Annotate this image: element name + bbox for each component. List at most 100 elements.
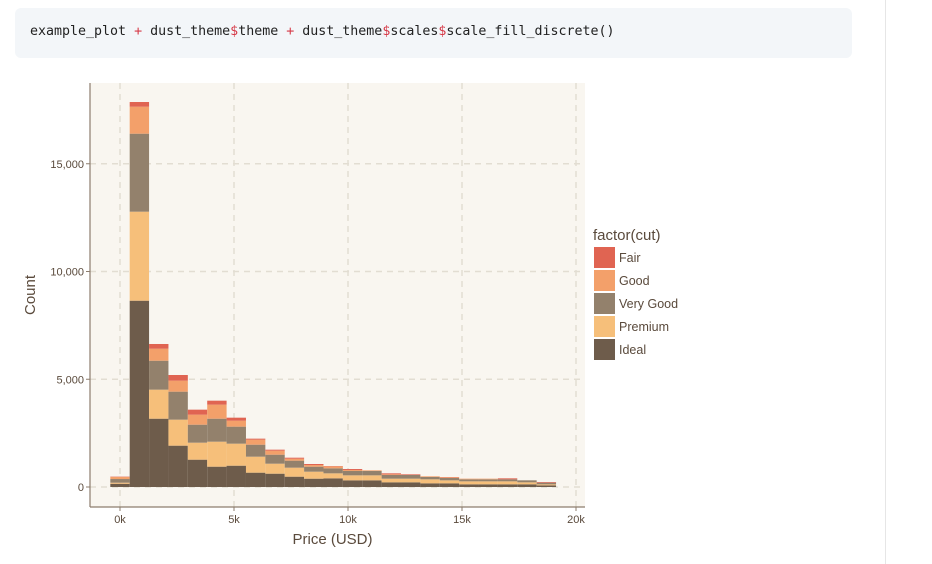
bar-segment-ideal	[129, 300, 150, 487]
bar-segment-very-good	[401, 474, 421, 479]
bar-segment-good	[168, 380, 188, 392]
bar-segment-ideal	[420, 483, 440, 487]
bar-segment-very-good	[265, 454, 285, 464]
bar-segment-very-good	[245, 444, 266, 457]
y-tick-label: 15,000	[50, 159, 84, 171]
bar-segment-ideal	[497, 484, 518, 487]
bar-segment-very-good	[381, 474, 402, 479]
bar-segment-premium	[129, 211, 150, 301]
code-block: example_plot + dust_theme$theme + dust_t…	[15, 8, 852, 58]
bar-segment-premium	[401, 478, 421, 483]
bar-segment-fair	[149, 343, 169, 349]
bar-segment-good	[245, 439, 266, 445]
bar-segment-fair	[536, 482, 557, 483]
bar-segment-premium	[478, 481, 498, 485]
bar-segment-very-good	[323, 468, 343, 474]
legend-swatch-fair	[594, 247, 615, 268]
bar-segment-ideal	[207, 466, 227, 487]
bar-segment-ideal	[362, 480, 382, 487]
bar-segment-fair	[187, 409, 208, 415]
code-token: dust_theme	[302, 24, 383, 39]
bar-segment-premium	[497, 481, 518, 485]
bar-segment-premium	[323, 473, 343, 479]
code-operator: $	[230, 24, 239, 39]
bar-segment-premium	[187, 442, 208, 460]
bar-segment-very-good	[342, 471, 363, 476]
bar-segment-good	[304, 465, 324, 467]
bar-segment-fair	[284, 457, 305, 459]
bar-segment-good	[478, 478, 498, 480]
bar-segment-good	[362, 470, 382, 472]
x-axis-title: Price (USD)	[292, 531, 372, 548]
bar-segment-ideal	[536, 485, 557, 487]
bar-segment-good	[187, 414, 208, 425]
bar-segment-fair	[245, 438, 266, 440]
bar-segment-ideal	[149, 418, 169, 487]
bar-segment-very-good	[478, 479, 498, 482]
bar-segment-ideal	[439, 483, 460, 487]
bar-segment-ideal	[401, 482, 421, 487]
bar-segment-premium	[110, 482, 130, 484]
code-operator: +	[126, 24, 151, 39]
bar-segment-very-good	[420, 477, 440, 480]
bar-segment-good	[420, 476, 440, 478]
bar-segment-good	[207, 404, 227, 419]
bar-segment-premium	[168, 419, 188, 446]
legend-title: factor(cut)	[593, 227, 661, 244]
bar-segment-good	[226, 420, 246, 427]
bar-segment-good	[149, 348, 169, 361]
bar-segment-fair	[342, 469, 363, 471]
legend-swatch-good	[594, 270, 615, 291]
bar-segment-premium	[362, 475, 382, 481]
bar-segment-ideal	[459, 484, 479, 487]
bar-segment-very-good	[284, 460, 305, 468]
bar-segment-premium	[265, 463, 285, 474]
bar-segment-premium	[536, 484, 557, 486]
bar-segment-very-good	[226, 426, 246, 444]
bar-segment-very-good	[187, 424, 208, 443]
x-tick-label: 15k	[453, 514, 471, 526]
bar-segment-premium	[284, 467, 305, 477]
bar-segment-fair	[381, 473, 402, 475]
bar-segment-premium	[459, 481, 479, 485]
bar-segment-fair	[226, 417, 246, 421]
x-tick-label: 10k	[339, 514, 357, 526]
legend-label: Very Good	[619, 297, 678, 311]
bar-segment-good	[459, 478, 479, 480]
bar-segment-ideal	[517, 484, 537, 487]
bar-segment-good	[342, 470, 363, 472]
bar-segment-very-good	[536, 482, 557, 485]
bar-segment-fair	[168, 375, 188, 381]
bar-segment-premium	[149, 389, 169, 419]
bar-segment-fair	[207, 400, 227, 405]
bar-segment-very-good	[362, 471, 382, 476]
bar-segment-very-good	[168, 391, 188, 420]
bar-segment-premium	[381, 478, 402, 483]
bar-segment-premium	[342, 475, 363, 481]
legend-label: Ideal	[619, 343, 646, 357]
bar-segment-good	[323, 466, 343, 469]
bar-segment-premium	[439, 480, 460, 484]
bar-segment-fair	[304, 464, 324, 466]
bar-segment-good	[110, 477, 130, 480]
bar-segment-ideal	[284, 476, 305, 487]
legend-swatch-ideal	[594, 339, 615, 360]
legend-label: Fair	[619, 251, 641, 265]
x-tick-label: 0k	[114, 514, 126, 526]
bar-segment-premium	[207, 441, 227, 467]
bar-segment-good	[265, 450, 285, 455]
code-token: theme	[238, 24, 279, 39]
bar-segment-fair	[401, 474, 421, 475]
y-tick-label: 10,000	[50, 267, 84, 279]
bar-segment-premium	[304, 471, 324, 479]
code-token: scale_fill_discrete()	[446, 24, 615, 39]
bar-segment-ideal	[323, 478, 343, 487]
bar-segment-good	[381, 474, 402, 475]
x-tick-label: 5k	[228, 514, 240, 526]
bar-segment-good	[129, 106, 150, 134]
bar-segment-premium	[226, 443, 246, 466]
bar-segment-premium	[517, 482, 537, 485]
histogram-chart: 0 5,000 10,000 15,000 0k 5k 10k 15k 20k Price (US…	[22, 83, 678, 548]
bar-segment-fair	[265, 449, 285, 451]
bar-segment-ideal	[342, 480, 363, 487]
